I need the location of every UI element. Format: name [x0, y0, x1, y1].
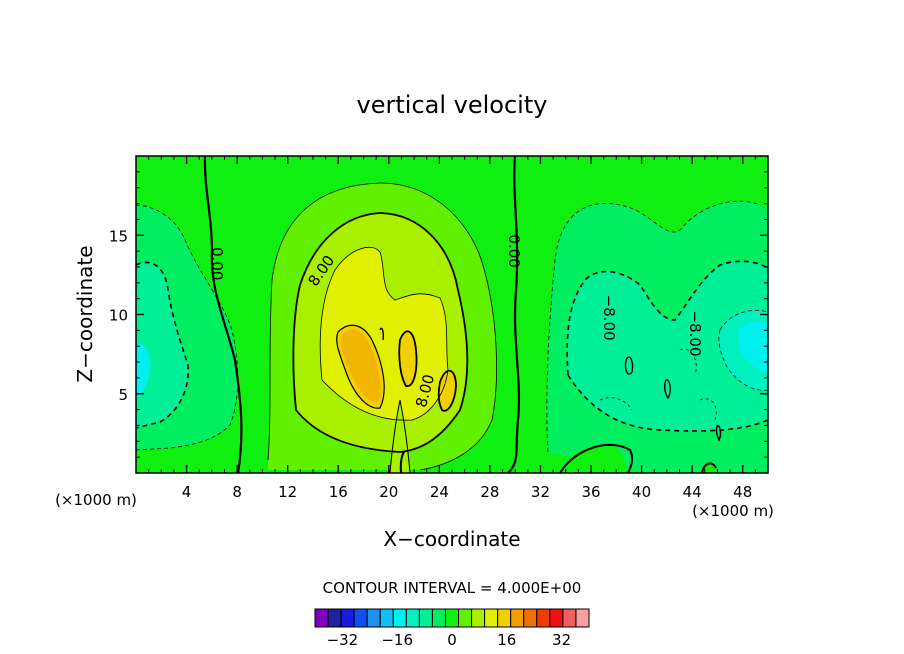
- colorbar-swatch: [366, 608, 381, 628]
- contour-interval-text: CONTOUR INTERVAL = 4.000E+00: [323, 579, 582, 597]
- colorbar-swatch: [405, 608, 420, 628]
- colorbar-swatch: [444, 608, 460, 628]
- x-tick-label: 40: [632, 483, 651, 501]
- colorbar-swatch: [471, 608, 486, 628]
- colorbar-tick-label: 32: [552, 631, 571, 649]
- plume-line-c: [379, 327, 384, 341]
- colorbar-swatch: [314, 608, 329, 628]
- zero-contour-bottom-right-2: [701, 462, 717, 473]
- x-tick-label: 28: [480, 483, 499, 501]
- x-axis: 4 8 12 16 20 24 28 32 36 40 44 48: [148, 156, 756, 501]
- colorbar-swatch: [379, 608, 394, 628]
- contour-line-right-minus8: [566, 260, 768, 376]
- contour-line-left-minus4: [136, 204, 239, 451]
- colorbar-swatch: [484, 608, 499, 628]
- x-tick-label: 12: [278, 483, 297, 501]
- x-tick-label: 20: [379, 483, 398, 501]
- contour-band-16-b: [399, 331, 417, 387]
- zero-contour-left: [203, 156, 243, 473]
- contour-line-16-a: [336, 324, 385, 409]
- contour-label: 0.00: [505, 234, 523, 267]
- colorbar-swatch: [353, 608, 368, 628]
- x-unit-left: (×1000 m): [55, 491, 137, 509]
- contour-label-text: 0.00: [208, 247, 226, 280]
- colorbar-swatch: [431, 608, 446, 628]
- contour-band-right-positive-2: [700, 463, 716, 473]
- colorbar-tick-label: 0: [447, 631, 457, 649]
- colorbar-swatch: [458, 608, 473, 628]
- contour-line-right-small-4: [599, 348, 717, 421]
- contour-line-4: [267, 182, 497, 471]
- x-tick-label: 32: [531, 483, 550, 501]
- contour-band-left-minus8: [136, 262, 189, 428]
- colorbar-swatch: [523, 608, 538, 628]
- colorbar-swatch: [562, 608, 577, 628]
- contour-label: −8.00: [686, 311, 704, 357]
- contour-line-8: [292, 212, 469, 453]
- contour-label-text: −8.00: [600, 295, 618, 341]
- contour-line-12: [319, 247, 449, 421]
- colorbar-swatch: [418, 608, 433, 628]
- x-unit-right: (×1000 m): [692, 502, 774, 520]
- contour-line-right-minus4: [546, 200, 761, 453]
- y-axis: 5 10 15: [109, 171, 768, 458]
- contour-band-16-c: [438, 370, 456, 411]
- contour-label-text: 0.00: [505, 234, 523, 267]
- x-tick-label: 16: [329, 483, 348, 501]
- colorbar-swatch: [549, 608, 564, 628]
- contour-band-left-minus12: [136, 343, 151, 398]
- contour-line-right-small-3: [715, 425, 722, 442]
- x-axis-label: X−coordinate: [383, 527, 520, 551]
- x-tick-label: 4: [182, 483, 192, 501]
- y-tick-label: 10: [109, 307, 128, 325]
- y-tick-label: 5: [118, 386, 128, 404]
- zero-contour-bottom-right: [559, 443, 634, 473]
- contour-band-right-minus8: [567, 261, 768, 431]
- x-tick-label: 8: [232, 483, 242, 501]
- contour-line-right-small-1: [624, 356, 634, 375]
- contour-line-right-minus8-b: [567, 374, 768, 432]
- contour-band-right-minus16: [738, 321, 768, 372]
- x-tick-label: 36: [581, 483, 600, 501]
- colorbar-swatch: [536, 608, 551, 628]
- x-tick-label: 24: [430, 483, 449, 501]
- contour-line-16-b: [398, 330, 418, 387]
- plot-area: [136, 156, 768, 473]
- contour-label: 0.00: [208, 247, 226, 280]
- x-tick-label: 48: [733, 483, 752, 501]
- contour-line-16-c: [437, 369, 457, 412]
- y-axis-label: Z−coordinate: [73, 245, 97, 382]
- zero-contour-right: [507, 156, 521, 473]
- x-tick-label: 44: [683, 483, 702, 501]
- contour-band-plume-bottom: [390, 400, 410, 473]
- colorbar-tick-label: −16: [381, 631, 413, 649]
- colorbar-tick-label: −32: [327, 631, 359, 649]
- plume-line-b: [399, 451, 405, 473]
- contour-label-text: −8.00: [686, 311, 704, 357]
- colorbar: −32 −16 0 16 32: [314, 608, 590, 649]
- colorbar-swatch: [327, 608, 342, 628]
- colorbar-swatch: [497, 608, 512, 628]
- colorbar-swatch: [575, 608, 590, 628]
- y-tick-label: 15: [109, 227, 128, 245]
- colorbar-tick-label: 16: [497, 631, 516, 649]
- contour-line-left-minus8: [136, 261, 189, 429]
- contour-line-right-small-2: [663, 379, 671, 400]
- colorbar-swatch: [392, 608, 407, 628]
- colorbar-swatch: [510, 608, 525, 628]
- colorbar-swatch: [340, 608, 355, 628]
- contour-line-right-minus12: [718, 309, 768, 391]
- chart-title: vertical velocity: [357, 91, 548, 119]
- contour-band-right-positive: [552, 445, 627, 473]
- contour-label-group: 0.00 8.008.000.00−8.00 −8.00: [208, 234, 704, 409]
- plume-line-a: [389, 399, 411, 473]
- contour-band-20: [340, 329, 381, 403]
- contour-label: −8.00: [600, 295, 618, 341]
